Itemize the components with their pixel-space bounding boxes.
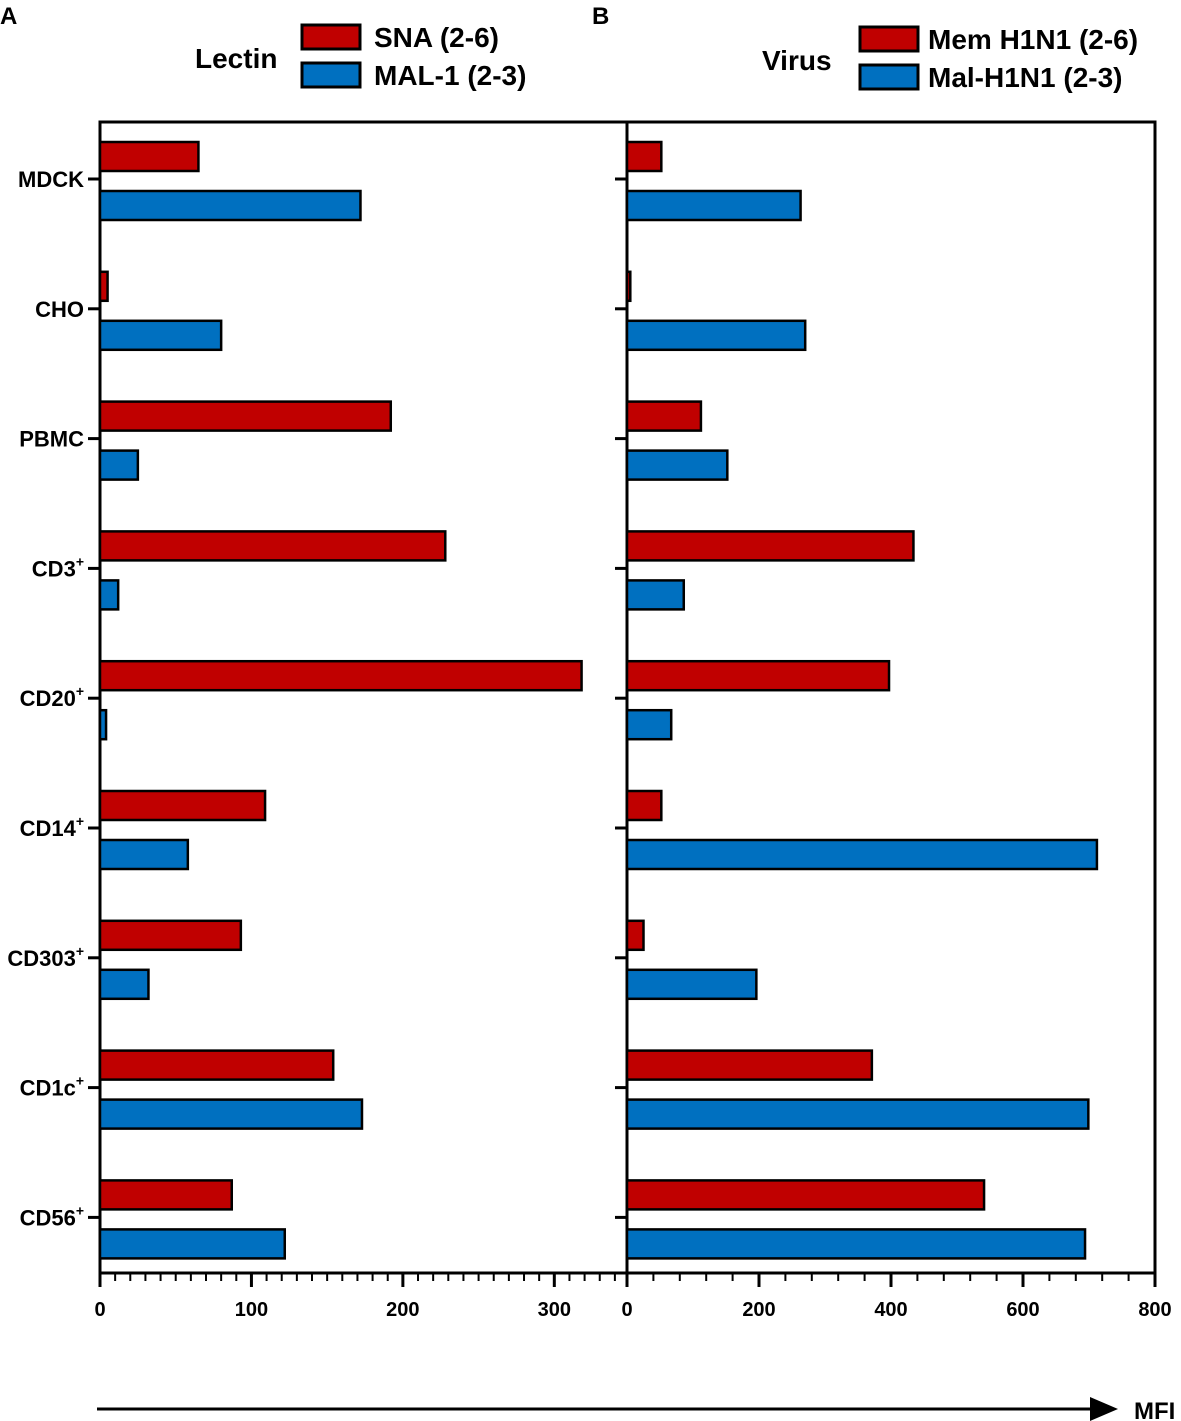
bar-blue (98, 708, 108, 741)
bar-red (625, 400, 703, 432)
x-tick-label: 800 (1138, 1299, 1171, 1321)
bar-blue (625, 189, 802, 222)
category-label: CD56+ (20, 1202, 84, 1230)
bar-blue (98, 579, 120, 611)
x-tick-label: 200 (742, 1299, 775, 1321)
bar-red (625, 140, 663, 173)
legend-swatch-mal1 (300, 61, 362, 89)
category-label: CD20+ (20, 683, 84, 711)
mfi-arrow: MFI (97, 1397, 1175, 1421)
mfi-arrow-head (1090, 1397, 1118, 1421)
bar-red (625, 1049, 874, 1081)
legend-panel-b: Virus Mem H1N1 (2-6) Mal-H1N1 (2-3) (762, 24, 1138, 93)
legend-swatch-mal-h1n1 (858, 63, 920, 91)
bar-blue (98, 838, 190, 871)
legend-label-mal-h1n1: Mal-H1N1 (2-3) (928, 62, 1122, 93)
legend-label-sna: SNA (2-6) (374, 22, 499, 53)
legend-label-mal1: MAL-1 (2-3) (374, 60, 526, 91)
bar-red (625, 270, 632, 303)
bar-blue (98, 189, 362, 222)
bar-blue (98, 1098, 364, 1130)
bar-blue (625, 449, 729, 481)
x-tick-label: 200 (386, 1299, 419, 1321)
bar-blue (98, 968, 150, 1001)
legend-swatch-sna (300, 23, 362, 51)
category-superscript: + (76, 1073, 84, 1089)
category-superscript: + (76, 813, 84, 829)
bar-red (625, 1179, 986, 1211)
mfi-label: MFI (1134, 1398, 1175, 1421)
bar-red (98, 1049, 335, 1081)
legend-panel-a: Lectin SNA (2-6) MAL-1 (2-3) (195, 22, 526, 91)
bar-red (625, 530, 915, 562)
category-superscript: + (76, 553, 84, 569)
bar-red (98, 919, 243, 952)
bar-blue (625, 1098, 1090, 1130)
legend-swatch-mem-h1n1 (858, 25, 920, 53)
legend-title-lectin: Lectin (195, 43, 277, 74)
x-tick-label: 600 (1006, 1299, 1039, 1321)
category-label: MDCK (18, 167, 84, 192)
bar-blue (98, 449, 140, 481)
category-label: PBMC (19, 427, 84, 452)
bar-red (98, 789, 267, 822)
bar-blue (625, 838, 1099, 871)
category-label: CD3+ (32, 553, 84, 581)
bar-blue (625, 968, 758, 1001)
bar-red (98, 270, 109, 303)
panel-letter-a: A (0, 3, 17, 30)
bar-red (625, 659, 891, 692)
category-superscript: + (76, 943, 84, 959)
x-tick-label: 0 (94, 1299, 105, 1321)
legend-title-virus: Virus (762, 45, 832, 76)
x-tick-label: 400 (874, 1299, 907, 1321)
bar-red (625, 789, 663, 822)
x-tick-label: 300 (538, 1299, 571, 1321)
panel-letter-b: B (592, 3, 609, 30)
bar-red (98, 530, 447, 562)
bar-red (98, 1179, 233, 1211)
plot-area: MDCK CHO PBMC CD3+ CD20+ CD14+ CD303+ CD1c+ CD56… (7, 120, 1172, 1321)
category-superscript: + (76, 683, 84, 699)
category-label: CHO (35, 297, 84, 322)
x-tick-label: 100 (235, 1299, 268, 1321)
bar-blue (98, 319, 223, 352)
bar-blue (625, 708, 673, 741)
bar-blue (625, 1228, 1087, 1260)
category-label: CD14+ (20, 813, 84, 841)
legend-label-mem-h1n1: Mem H1N1 (2-6) (928, 24, 1138, 55)
bar-red (98, 140, 200, 173)
category-label: CD1c+ (20, 1073, 84, 1101)
category-label: CD303+ (7, 943, 84, 971)
bar-blue (98, 1228, 287, 1260)
bar-red (98, 400, 393, 432)
category-superscript: + (76, 1202, 84, 1218)
bar-blue (625, 579, 686, 611)
bar-blue (625, 319, 807, 352)
x-tick-label: 0 (621, 1299, 632, 1321)
bar-red (625, 919, 645, 952)
bar-red (98, 659, 583, 692)
